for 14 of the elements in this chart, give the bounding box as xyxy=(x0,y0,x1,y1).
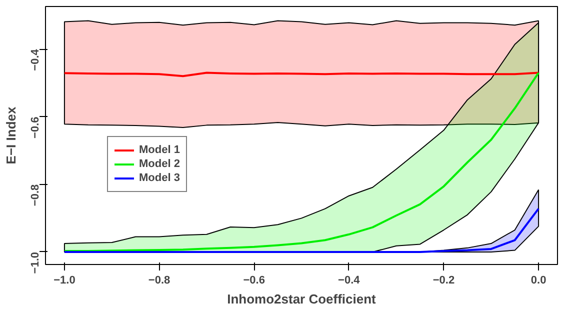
x-tick-label: −0.4 xyxy=(338,274,361,286)
legend-label: Model 1 xyxy=(139,143,180,157)
legend-label: Model 3 xyxy=(139,171,180,185)
x-tick-label: 0.0 xyxy=(530,274,546,286)
y-tick-label: −0.6 xyxy=(30,116,42,138)
x-tick-label: −0.2 xyxy=(432,274,455,286)
y-tick-label: −0.8 xyxy=(30,184,42,206)
x-tick-label: −1.0 xyxy=(54,274,76,286)
x-tick-label: −0.8 xyxy=(148,274,170,286)
x-axis-title: Inhomo2star Coefficient xyxy=(227,292,377,306)
y-tick-label: −0.4 xyxy=(30,48,42,71)
legend-label: Model 2 xyxy=(139,157,180,171)
y-axis-title: E−I Index xyxy=(4,106,18,164)
x-tick-label: −0.6 xyxy=(243,274,265,286)
